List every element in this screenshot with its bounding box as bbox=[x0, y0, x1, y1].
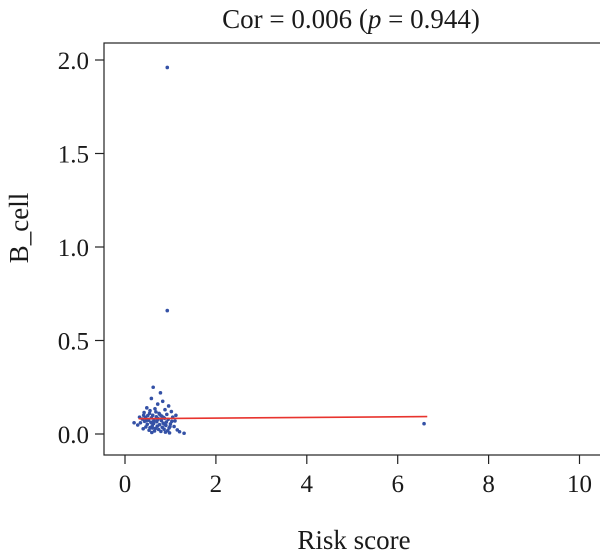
data-point bbox=[165, 308, 170, 313]
data-point bbox=[163, 430, 168, 434]
data-point bbox=[147, 428, 151, 433]
y-tick-label: 1.0 bbox=[58, 235, 89, 262]
y-tick-label: 0.5 bbox=[58, 329, 89, 356]
x-tick-label: 0 bbox=[119, 471, 132, 498]
data-point bbox=[159, 429, 163, 434]
data-point bbox=[138, 420, 143, 425]
x-tick-label: 2 bbox=[210, 471, 223, 498]
x-tick-label: 6 bbox=[391, 471, 404, 498]
x-axis-label: Risk score bbox=[297, 525, 410, 555]
chart-title: Cor = 0.006 (p = 0.944) bbox=[222, 4, 480, 34]
data-point bbox=[159, 418, 164, 423]
y-axis: 0.0 0.5 1.0 1.5 2.0 bbox=[58, 48, 104, 449]
data-point bbox=[144, 425, 148, 429]
y-tick-label: 1.5 bbox=[58, 142, 89, 169]
data-point bbox=[145, 406, 149, 410]
data-point bbox=[144, 418, 149, 423]
data-point bbox=[132, 420, 136, 425]
data-point bbox=[150, 426, 155, 430]
data-point bbox=[165, 65, 170, 70]
y-tick-label: 0.0 bbox=[58, 422, 89, 449]
data-point bbox=[150, 430, 154, 435]
regression-line bbox=[138, 415, 428, 420]
data-point bbox=[168, 424, 172, 429]
data-point bbox=[149, 396, 154, 401]
data-point bbox=[174, 413, 178, 418]
y-tick-label: 2.0 bbox=[58, 48, 89, 75]
data-point bbox=[158, 391, 163, 395]
data-point bbox=[158, 413, 162, 417]
data-point bbox=[155, 402, 160, 406]
plot-area bbox=[103, 42, 600, 456]
data-point bbox=[151, 385, 155, 390]
x-tick-label: 10 bbox=[567, 471, 592, 498]
data-point bbox=[162, 427, 166, 431]
data-point bbox=[172, 424, 176, 429]
data-point bbox=[152, 429, 157, 433]
data-point bbox=[173, 419, 177, 423]
data-point bbox=[142, 410, 146, 415]
data-point bbox=[167, 431, 172, 435]
data-point bbox=[165, 412, 169, 417]
data-point bbox=[154, 410, 158, 414]
data-point bbox=[135, 423, 140, 427]
data-point bbox=[160, 399, 165, 404]
data-point bbox=[148, 408, 152, 413]
data-point bbox=[147, 411, 152, 416]
data-point bbox=[182, 431, 186, 436]
data-point bbox=[163, 422, 167, 427]
data-point bbox=[151, 419, 155, 424]
data-point bbox=[153, 406, 157, 411]
title-p-symbol: p bbox=[366, 4, 382, 34]
data-point bbox=[169, 409, 174, 414]
regression-line-layer bbox=[138, 415, 428, 420]
y-axis-label: B_cell bbox=[4, 193, 34, 263]
x-axis: 0 2 4 6 8 10 bbox=[119, 455, 592, 498]
points-layer bbox=[132, 65, 426, 436]
data-point bbox=[166, 404, 171, 408]
data-point bbox=[141, 413, 146, 418]
x-tick-label: 8 bbox=[482, 471, 495, 498]
data-point bbox=[177, 429, 182, 434]
data-point bbox=[141, 426, 145, 431]
data-point bbox=[422, 421, 426, 426]
data-point bbox=[170, 419, 174, 424]
title-prefix: Cor = 0.006 ( bbox=[222, 4, 368, 34]
title-suffix: = 0.944) bbox=[381, 4, 479, 34]
data-point bbox=[163, 407, 167, 412]
x-tick-label: 4 bbox=[301, 471, 314, 498]
